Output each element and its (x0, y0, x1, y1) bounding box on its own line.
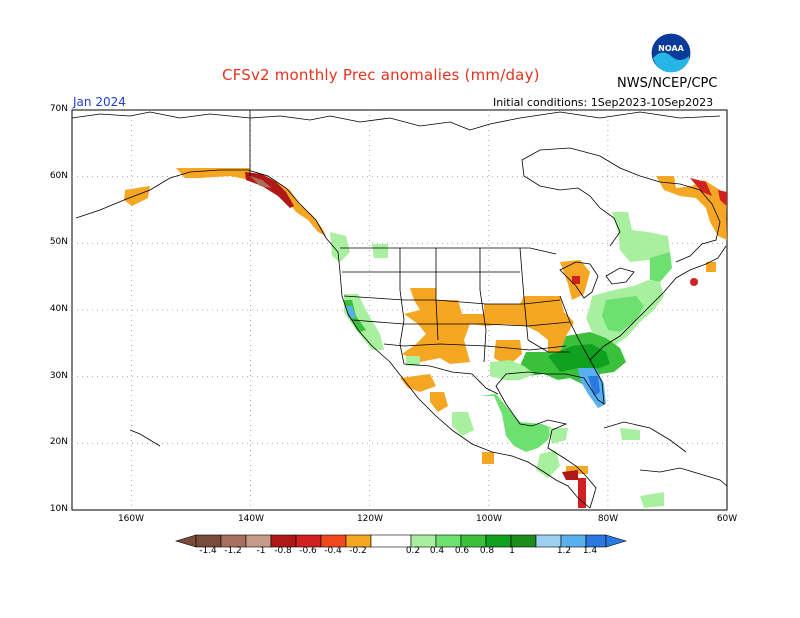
lon-label-60w: 60W (716, 514, 738, 524)
coastlines (71, 111, 728, 509)
lat-label-60n: 60N (49, 171, 68, 181)
lat-label-10n: 10N (49, 504, 68, 514)
lat-label-40n: 40N (49, 304, 68, 314)
colorbar-label: 0.6 (454, 546, 470, 556)
colorbar-label: 0.8 (479, 546, 495, 556)
colorbar-label: 1 (509, 546, 515, 556)
colorbar-label: -0.6 (299, 546, 317, 556)
lon-label-80w: 80W (597, 514, 619, 524)
lat-label-50n: 50N (49, 237, 68, 247)
colorbar-label: 1.4 (582, 546, 598, 556)
lat-label-30n: 30N (49, 371, 68, 381)
political-boundaries (249, 110, 591, 395)
colorbar-label: -0.8 (274, 546, 292, 556)
colorbar-label: -0.2 (349, 546, 367, 556)
colorbar-label: -1.2 (224, 546, 242, 556)
noaa-logo: NOAA (650, 32, 692, 74)
colorbar-label: -1.4 (199, 546, 217, 556)
colorbar-high-arrow (605, 534, 628, 548)
dry-anomaly-areas (124, 168, 727, 508)
lon-label-140w: 140W (237, 514, 265, 524)
lon-label-160w: 160W (117, 514, 145, 524)
colorbar-label: -1 (256, 546, 266, 556)
valid-month-label: Jan 2024 (73, 95, 126, 109)
lon-label-100w: 100W (475, 514, 503, 524)
agency-label: NWS/NCEP/CPC (617, 76, 718, 91)
colorbar-label: -0.4 (324, 546, 342, 556)
colorbar-label: 1.2 (556, 546, 572, 556)
lon-label-120w: 120W (356, 514, 384, 524)
lat-label-70n: 70N (49, 104, 68, 114)
colorbar-label: 0.2 (405, 546, 421, 556)
lat-label-20n: 20N (49, 437, 68, 447)
map-title: CFSv2 monthly Prec anomalies (mm/day) (222, 66, 540, 84)
initial-conditions-label: Initial conditions: 1Sep2023-10Sep2023 (493, 96, 714, 109)
colorbar-label: 0.4 (429, 546, 445, 556)
logo-text: NOAA (658, 44, 684, 53)
